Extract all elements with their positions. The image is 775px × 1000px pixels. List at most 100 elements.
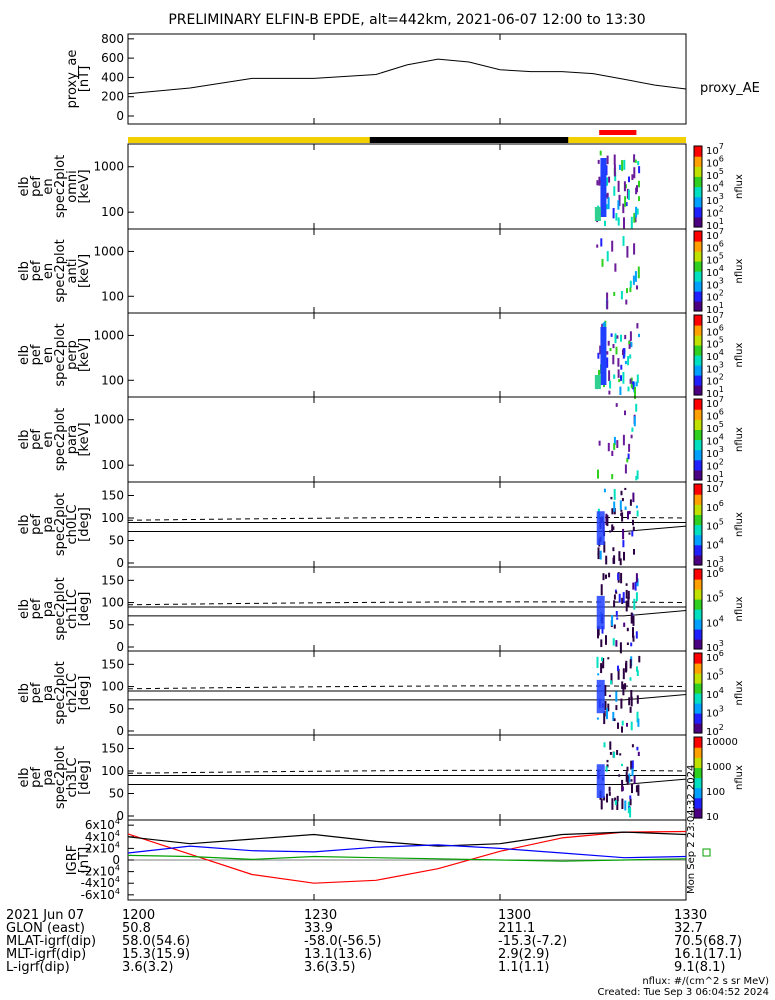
colorbar-exponent: 2 <box>719 289 724 298</box>
proxy-ae-ylabel-line: [nT] <box>77 66 92 92</box>
colorbar-exponent: 3 <box>719 639 724 648</box>
panel-6-flux-cell <box>634 581 637 591</box>
panel-8-ylabel-line: ch3LC <box>65 758 80 798</box>
panel-3-colorbar-step <box>694 369 702 372</box>
panel-1-colorbar-title-text: nflux <box>734 174 745 199</box>
panel-7-flux-cell <box>596 656 599 669</box>
panel-1-flux-cell <box>637 161 640 166</box>
panel-6-colorbar-step <box>694 633 702 636</box>
panel-3-colorbar-step <box>694 351 702 354</box>
panel-6-colorbar-step <box>694 573 702 576</box>
panel-3-flux-cell <box>617 369 620 378</box>
panel-7-ylabel-line: spec2plot <box>53 661 68 724</box>
panel-6-colorbar-step <box>694 645 702 648</box>
panel-5-colorbar-label: 106 <box>706 499 724 514</box>
panel-1-colorbar-step <box>694 225 702 228</box>
panel-7-flux-cell <box>603 712 606 725</box>
panel-2-colorbar-step <box>694 273 702 276</box>
panel-4-flux-cell <box>631 427 634 432</box>
panel-2-colorbar-step <box>694 303 702 306</box>
panel-4-colorbar-step <box>694 441 702 445</box>
panel-8-colorbar-step <box>694 789 702 793</box>
igrf-ytick-label: 0 <box>112 853 120 867</box>
panel-8-colorbar-step <box>694 777 702 781</box>
panel-4-flux-cell <box>626 457 629 463</box>
panel-6-flux-cell <box>617 573 620 581</box>
panel-8-colorbar-step <box>694 761 702 764</box>
panel-5-colorbar-title: nflux <box>734 512 745 537</box>
panel-3-flux-cell <box>603 321 606 328</box>
panel-5-flux-cell <box>609 530 612 533</box>
panel-7-colorbar-frame <box>693 652 703 734</box>
panel-1-colorbar-step <box>694 192 702 196</box>
panel-6-flux-cell <box>615 591 618 594</box>
panel-2-colorbar-step <box>694 293 702 296</box>
panel-2-colorbar-step <box>694 299 702 302</box>
panel-6-colorbar-step <box>694 617 702 620</box>
panel-2-colorbar-step <box>694 271 702 274</box>
panel-4-ylabel-line: elb <box>17 430 32 450</box>
panel-1-colorbar-frame <box>693 145 703 228</box>
panel-8-flux-cell <box>629 807 632 818</box>
panel-3-ylabel-line: spec2plot <box>53 323 68 386</box>
panel-5-flux-cell <box>624 506 627 510</box>
panel-2-colorbar-step <box>694 269 702 272</box>
panel-1-flux-cell <box>623 159 626 170</box>
panel-3-flux-cell <box>630 384 633 389</box>
panel-5-colorbar-step <box>694 522 702 526</box>
panel-4-flux-cell <box>615 403 618 407</box>
footer-row: MLT-igrf(dip) 15.3(15.9) 13.1(13.6) 2.9(2.9… <box>6 947 766 962</box>
panel-1-colorbar-step <box>694 222 702 226</box>
panel-4-colorbar-step <box>694 443 702 447</box>
colorbar-exponent: 4 <box>719 348 724 357</box>
panel-6-flux-cell <box>612 638 615 646</box>
panel-3-colorbar-frame <box>693 314 703 396</box>
panel-6-colorbar-label: 104 <box>706 614 724 629</box>
panel-6-flux-cell <box>613 624 616 629</box>
panel-1-flux-cell <box>634 159 637 163</box>
panel-8-flux-cell <box>616 801 619 810</box>
panel-3-flux-cell <box>628 341 631 345</box>
footer-cell: 1330 <box>674 908 708 923</box>
panel-2-ylabel-line: pef <box>29 260 44 281</box>
panel-5-flux-cell <box>618 551 621 561</box>
panel-6-colorbar-step <box>694 623 702 626</box>
panel-3-flux-cell <box>607 340 610 346</box>
panel-5-flux-cell <box>603 541 606 553</box>
science-zone-bar-red <box>599 130 637 135</box>
panel-1-flux-cell <box>633 154 636 163</box>
footer-cell: 1.1(1.1) <box>498 960 550 975</box>
panel-3-ytick-label: 100 <box>101 373 124 387</box>
panel-3-ylabel-line: pef <box>29 344 44 365</box>
panel-7-flux-cell <box>600 663 603 674</box>
panel-6-flux-cell <box>627 590 630 600</box>
panel-4-ylabel-line: [keV] <box>77 422 92 456</box>
panel-1-colorbar-step <box>694 156 702 159</box>
panel-6-ylabel-line: elb <box>17 599 32 619</box>
panel-6-flux-cell <box>633 598 636 610</box>
panel-8-flux-cell <box>636 746 639 751</box>
panel-5-ytick-label: 50 <box>109 534 124 548</box>
panel-2-colorbar-step <box>694 245 702 248</box>
colorbar-exponent: 4 <box>719 686 724 695</box>
panel-7-colorbar-step <box>694 709 702 712</box>
colorbar-exponent: 1 <box>719 385 724 394</box>
footer-row: L-igrf(dip) 3.6(3.2) 3.6(3.5) 1.1(1.1) 9.1(8… <box>6 960 766 975</box>
panel-4-colorbar-step <box>694 429 702 432</box>
panel-5-colorbar-step <box>694 520 702 524</box>
panel-6-colorbar-step <box>694 647 702 650</box>
panel-1-ylabel-line: omni <box>65 170 80 202</box>
panel-3-flux-cell <box>610 333 613 337</box>
panel-3-flux-cell <box>601 323 604 330</box>
panel-1-ylabel-line: [keV] <box>77 169 92 203</box>
panel-7-colorbar-step <box>694 691 702 694</box>
colorbar-exponent: 4 <box>719 433 724 442</box>
footer-row-label: MLT-igrf(dip) <box>6 947 87 962</box>
panel-5-colorbar-step <box>694 542 702 546</box>
panel-8-flux-cell <box>633 775 636 784</box>
panel-3-flux-cell <box>634 387 636 399</box>
colorbar-exponent: 6 <box>719 499 724 508</box>
colorbar-exponent: 7 <box>719 142 724 151</box>
